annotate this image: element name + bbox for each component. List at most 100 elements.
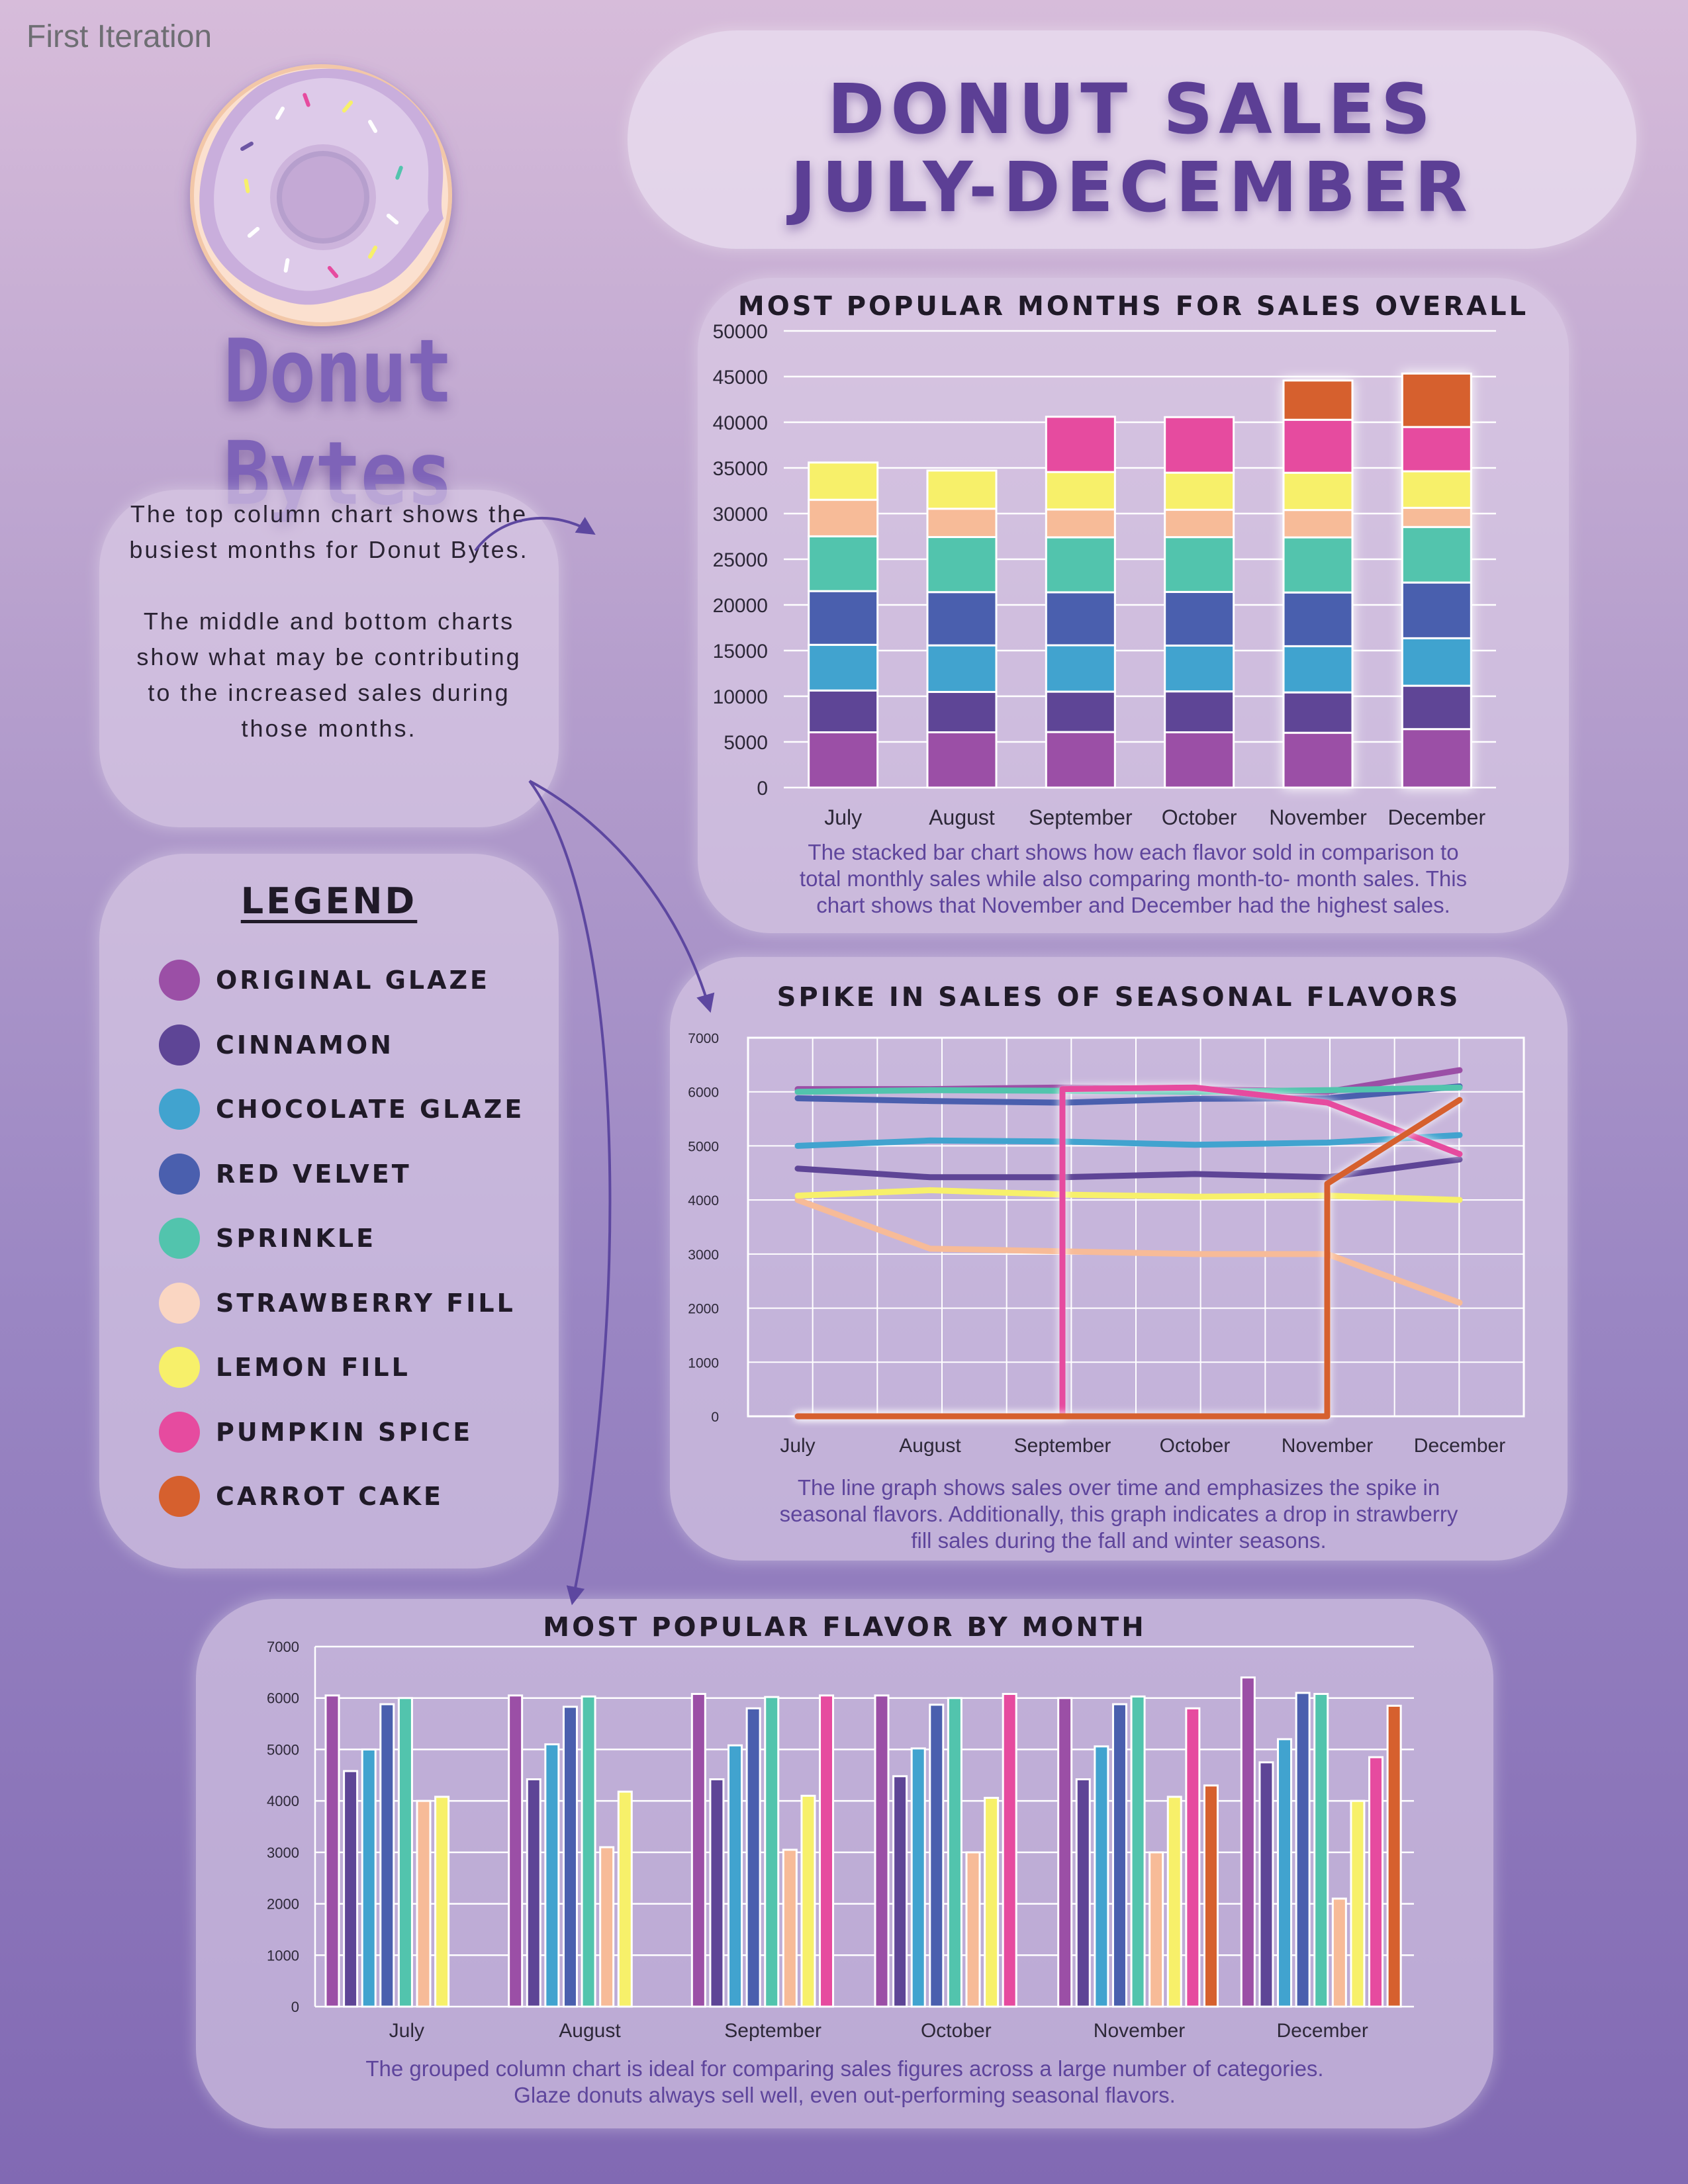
bar: [343, 1770, 359, 2008]
y-tick-label: 30000: [713, 504, 768, 525]
y-tick-label: 0: [757, 778, 768, 799]
bar: [892, 1775, 908, 2008]
legend-item: CHOCOLATE GLAZE: [159, 1089, 524, 1130]
y-tick-label: 40000: [713, 412, 768, 434]
bar-segment: [1401, 581, 1472, 639]
bar-segment: [808, 461, 879, 501]
legend-title: LEGEND: [240, 880, 418, 922]
bar: [709, 1778, 725, 2008]
bar: [965, 1851, 981, 2008]
page-title: DONUT SALES JULY-DECEMBER: [628, 70, 1636, 226]
line-caption-line-1: The line graph shows sales over time and…: [797, 1475, 1440, 1500]
bar-stack: [926, 469, 998, 789]
line-caption-line-3: fill sales during the fall and winter se…: [911, 1528, 1327, 1553]
x-tick-label: August: [899, 1435, 961, 1457]
line-chart: 0 1000 2000 3000 4000 5000 6000 7000 July August S…: [688, 1031, 1525, 1457]
bar-segment: [1401, 525, 1472, 584]
bar: [1331, 1897, 1347, 2008]
legend-swatch: [159, 1411, 200, 1453]
x-tick-label: July: [780, 1435, 815, 1457]
x-tick-label: July: [824, 805, 862, 829]
y-tick-label: 7000: [267, 1639, 299, 1655]
bar: [1295, 1692, 1311, 2008]
legend-label: CINNAMON: [216, 1030, 394, 1060]
title-line-2: JULY-DECEMBER: [790, 147, 1474, 228]
legend-swatch: [159, 1476, 200, 1517]
series-line: [794, 1187, 1463, 1203]
legend-label: PUMPKIN SPICE: [216, 1417, 473, 1447]
grouped-chart-title: MOST POPULAR FLAVOR BY MONTH: [543, 1612, 1147, 1643]
line-chart-title: SPIKE IN SALES OF SEASONAL FLAVORS: [776, 982, 1461, 1013]
x-tick-label: December: [1276, 2020, 1368, 2042]
bar: [1166, 1796, 1182, 2008]
stacked-caption-line-2: total monthly sales while also comparing…: [799, 866, 1468, 891]
bar-segment: [1282, 471, 1354, 512]
donut-icon: [190, 64, 452, 326]
bar-segment: [1282, 591, 1354, 647]
bar: [910, 1747, 926, 2008]
series-line: [794, 1132, 1463, 1149]
y-tick-label: 5000: [688, 1139, 719, 1154]
bar-segment: [808, 689, 879, 734]
grouped-chart-caption: The grouped column chart is ideal for co…: [196, 2056, 1493, 2109]
bar-segment: [1164, 536, 1235, 593]
y-tick-label: 6000: [688, 1085, 719, 1101]
bar-segment: [926, 644, 998, 694]
y-tick-label: 45000: [713, 367, 768, 388]
line-chart-caption: The line graph shows sales over time and…: [670, 1475, 1568, 1554]
bar: [324, 1694, 340, 2008]
bar-segment: [808, 590, 879, 646]
y-tick-label: 2000: [688, 1302, 719, 1317]
stacked-chart-caption: The stacked bar chart shows how each fla…: [698, 839, 1569, 919]
bar: [1094, 1745, 1109, 2008]
grouped-caption-line-1: The grouped column chart is ideal for co…: [365, 2056, 1324, 2081]
title-line-1: DONUT SALES: [827, 69, 1436, 150]
bar: [727, 1744, 743, 2008]
legend-swatch: [159, 960, 200, 1001]
bar-segment: [1045, 508, 1116, 539]
x-tick-label: October: [921, 2020, 992, 2042]
grouped-chart-panel: MOST POPULAR FLAVOR BY MONTH 0 1000 2000 30…: [196, 1599, 1493, 2128]
bar: [1313, 1692, 1329, 2008]
x-tick-label: October: [1162, 805, 1237, 829]
bar-segment: [1164, 471, 1235, 511]
bar-segment: [1401, 684, 1472, 731]
bar: [800, 1794, 816, 2008]
bar-segment: [1045, 416, 1116, 473]
y-tick-label: 3000: [267, 1844, 299, 1861]
y-tick-label: 3000: [688, 1248, 719, 1263]
legend-item: LEMON FILL: [159, 1347, 410, 1388]
bar: [1368, 1756, 1384, 2008]
bar: [1002, 1692, 1017, 2008]
bar-segment: [1164, 416, 1235, 474]
stacked-chart-panel: MOST POPULAR MONTHS FOR SALES OVERALL 0 5…: [698, 278, 1569, 933]
bar: [1386, 1704, 1402, 2008]
bar-segment: [1164, 508, 1235, 539]
y-tick-label: 10000: [713, 686, 768, 708]
bar-stack: [1045, 416, 1116, 789]
bar: [1057, 1697, 1073, 2008]
legend-item: RED VELVET: [159, 1153, 412, 1195]
bar: [1350, 1799, 1366, 2008]
legend-label: LEMON FILL: [216, 1353, 410, 1382]
legend-label: CARROT CAKE: [216, 1482, 444, 1511]
bar: [1258, 1761, 1274, 2008]
legend-item: PUMPKIN SPICE: [159, 1411, 473, 1453]
bar-stack: [808, 461, 879, 789]
bar: [745, 1707, 761, 2008]
bar: [764, 1696, 780, 2008]
bar-segment: [1401, 728, 1472, 789]
x-tick-label: November: [1269, 805, 1367, 829]
x-tick-label: September: [1014, 1435, 1111, 1457]
intro-text: The top column chart shows the busiest m…: [126, 496, 532, 782]
bar: [1075, 1778, 1091, 2008]
y-tick-label: 5000: [724, 732, 768, 754]
bar-segment: [1045, 731, 1116, 789]
bar-segment: [1282, 536, 1354, 594]
bar-segment: [926, 469, 998, 510]
line-chart-panel: SPIKE IN SALES OF SEASONAL FLAVORS 0 1000…: [670, 957, 1568, 1561]
bar-segment: [1045, 690, 1116, 733]
bar: [1149, 1851, 1164, 2008]
x-tick-label: December: [1388, 805, 1486, 829]
legend-item: CARROT CAKE: [159, 1476, 444, 1517]
